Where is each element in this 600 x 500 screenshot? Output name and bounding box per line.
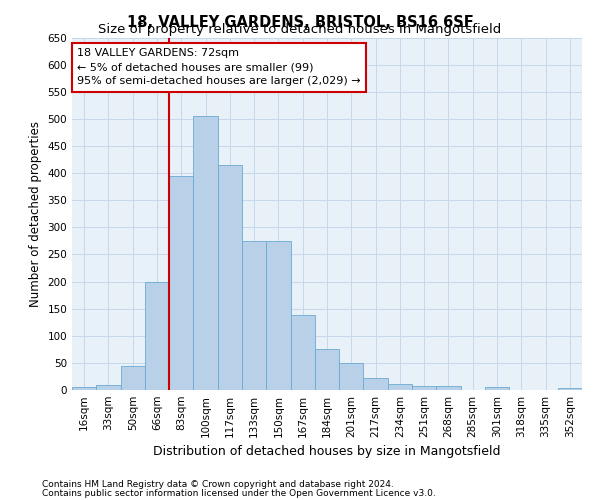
Bar [242, 241, 266, 390]
Bar [96, 384, 121, 390]
Text: 18, VALLEY GARDENS, BRISTOL, BS16 6SF: 18, VALLEY GARDENS, BRISTOL, BS16 6SF [127, 15, 473, 30]
Y-axis label: Number of detached properties: Number of detached properties [29, 120, 42, 306]
Bar [169, 176, 193, 390]
Bar [193, 116, 218, 390]
Bar [412, 386, 436, 390]
Bar [436, 386, 461, 390]
Bar [72, 388, 96, 390]
Bar [388, 384, 412, 390]
Bar [266, 241, 290, 390]
X-axis label: Distribution of detached houses by size in Mangotsfield: Distribution of detached houses by size … [153, 446, 501, 458]
Bar [558, 388, 582, 390]
Bar [485, 388, 509, 390]
Bar [145, 282, 169, 390]
Bar [339, 363, 364, 390]
Bar [290, 315, 315, 390]
Bar [315, 350, 339, 390]
Bar [121, 366, 145, 390]
Text: 18 VALLEY GARDENS: 72sqm
← 5% of detached houses are smaller (99)
95% of semi-de: 18 VALLEY GARDENS: 72sqm ← 5% of detache… [77, 48, 361, 86]
Text: Contains HM Land Registry data © Crown copyright and database right 2024.: Contains HM Land Registry data © Crown c… [42, 480, 394, 489]
Bar [364, 378, 388, 390]
Text: Size of property relative to detached houses in Mangotsfield: Size of property relative to detached ho… [98, 22, 502, 36]
Bar [218, 165, 242, 390]
Text: Contains public sector information licensed under the Open Government Licence v3: Contains public sector information licen… [42, 488, 436, 498]
